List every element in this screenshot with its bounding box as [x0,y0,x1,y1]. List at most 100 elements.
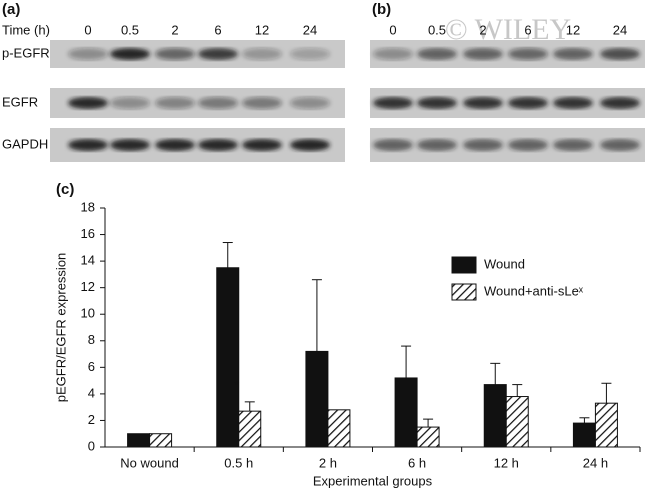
bar [327,409,351,448]
x-tick-label: 12 h [494,455,519,470]
panel-label: (b) [372,1,391,18]
blot-background [370,40,645,68]
blot-band [110,48,150,60]
blot-band [155,48,195,60]
bar [127,433,151,448]
blot-band [242,97,282,109]
bar [572,422,596,448]
error-bar [601,382,612,404]
bar [394,377,418,448]
row-label: p-EGFR [2,45,50,60]
x-tick-label: 24 h [583,455,608,470]
error-bar [222,242,233,268]
lane-label: 2 [479,22,486,37]
bar [238,410,262,448]
panel-label: (a) [2,1,20,18]
blot-band [508,48,548,60]
bar [505,396,529,448]
lane-label: 12 [566,22,580,37]
lane-label: 24 [303,22,317,37]
blot-band [463,48,503,60]
legend-label: Wound+anti-sLeˣ [484,283,584,298]
time-label: Time (h) [2,22,50,37]
blot-band [155,139,195,151]
bar [594,402,618,448]
blot-band [417,97,457,109]
annotation: * [234,377,239,392]
y-tick-label: 2 [88,412,95,427]
y-tick-label: 12 [81,279,95,294]
blot-band [417,139,457,151]
lane-label: 24 [613,22,627,37]
blot-band [198,139,238,151]
lane-label: 12 [255,22,269,37]
row-label: EGFR [2,94,38,109]
y-tick-label: 6 [88,359,95,374]
blot-band [553,48,593,60]
blot-band [373,139,413,151]
x-tick-label: 2 h [319,455,337,470]
blot-background [370,128,645,162]
x-axis-label: Experimental groups [313,473,433,488]
bar [149,433,173,448]
blot-band [553,139,593,151]
blot-band [600,139,640,151]
y-axis-label: pEGFR/EGFR expression [53,253,68,403]
blot-band [290,139,330,151]
blot-band [417,48,457,60]
y-tick-label: 10 [81,306,95,321]
error-bar [423,418,434,428]
y-tick-label: 14 [81,253,95,268]
legend-swatch [451,283,477,301]
blot-band [290,48,330,60]
bar [216,267,240,448]
bar [416,426,440,448]
blot-band [110,139,150,151]
y-tick-label: 0 [88,438,95,453]
blot-band [508,139,548,151]
x-tick-label: 0.5 h [224,455,253,470]
lane-label: 0 [84,22,91,37]
y-tick-label: 8 [88,332,95,347]
bar [483,384,507,448]
lane-label: 2 [171,22,178,37]
panel-label: (c) [56,181,74,198]
blot-band [290,97,330,109]
legend-swatch [451,256,477,274]
error-bar [311,279,322,352]
blot-background [370,88,645,118]
legend-label: Wound [484,256,525,271]
lane-label: 0.5 [428,22,446,37]
blot-band [68,48,108,60]
blot-band [110,97,150,109]
error-bar [512,384,523,397]
blot-band [68,139,108,151]
y-tick-label: 4 [88,385,95,400]
error-bar [244,401,255,412]
blot-band [198,48,238,60]
error-bar [401,345,412,378]
lane-label: 6 [214,22,221,37]
y-tick-label: 16 [81,226,95,241]
y-tick-label: 18 [81,199,95,214]
x-tick-label: No wound [120,455,179,470]
lane-label: 0.5 [121,22,139,37]
lane-label: 6 [524,22,531,37]
bar [305,350,329,448]
lane-label: 0 [389,22,396,37]
error-bar [490,362,501,385]
blot-band [463,139,503,151]
error-bar [579,417,590,424]
blot-band [242,48,282,60]
blot-band [198,97,238,109]
blot-band [68,97,108,109]
blot-band [600,48,640,60]
blot-band [553,97,593,109]
x-tick-label: 6 h [408,455,426,470]
blot-band [373,48,413,60]
row-label: GAPDH [2,136,48,151]
blot-band [242,139,282,151]
blot-band [155,97,195,109]
blot-band [600,97,640,109]
